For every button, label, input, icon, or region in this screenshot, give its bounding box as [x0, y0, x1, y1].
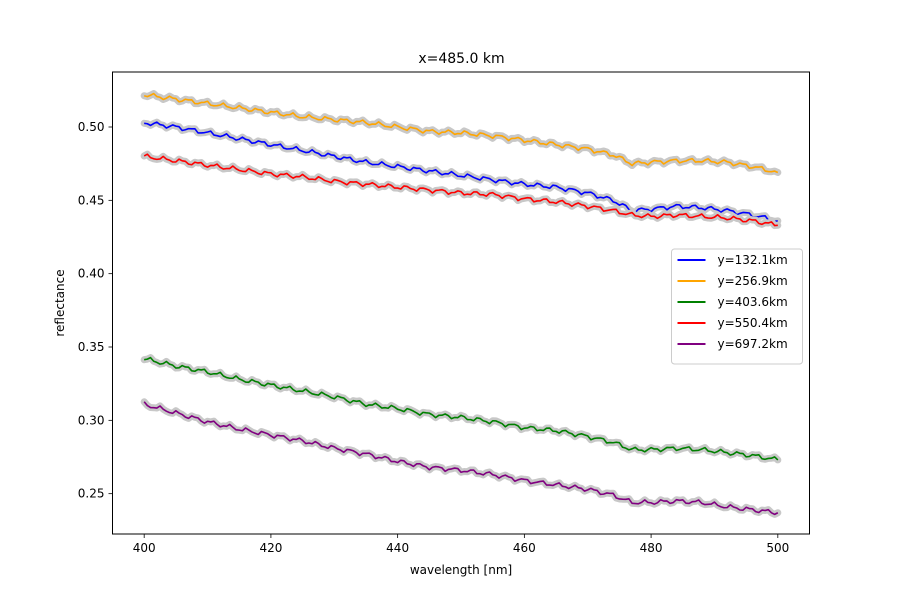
legend-label: y=256.9km: [718, 274, 788, 288]
legend-label: y=697.2km: [718, 337, 788, 351]
legend-label: y=403.6km: [718, 295, 788, 309]
y-tick-label: 0.35: [78, 340, 105, 354]
chart-title: x=485.0 km: [418, 51, 504, 67]
y-tick-label: 0.45: [78, 193, 105, 207]
series-line-2: [143, 92, 779, 174]
axes-frame: [112, 71, 810, 535]
series-line-4: [143, 153, 778, 227]
y-tick-label: 0.40: [78, 267, 105, 281]
legend: y=132.1km y=256.9km y=403.6km y=550.4km y=69…: [671, 248, 803, 365]
x-axis: 400 420 440 460 480 500: [133, 534, 789, 555]
legend-label: y=550.4km: [718, 316, 788, 330]
x-tick-label: 480: [640, 541, 663, 555]
y-tick-label: 0.50: [78, 120, 105, 134]
series-line-5: [143, 401, 779, 516]
x-tick-label: 420: [259, 541, 282, 555]
legend-box: [671, 248, 803, 365]
plot-area: [140, 90, 782, 518]
x-tick-label: 400: [133, 541, 156, 555]
legend-label: y=132.1km: [718, 253, 788, 267]
x-tick-label: 440: [386, 541, 409, 555]
y-tick-label: 0.25: [78, 487, 105, 501]
y-tick-label: 0.30: [78, 413, 105, 427]
series-line-3: [144, 356, 779, 461]
series-line-1: [144, 121, 778, 223]
y-axis: 0.25 0.30 0.35 0.40 0.45 0.50: [78, 120, 113, 501]
x-axis-label: wavelength [nm]: [410, 563, 512, 577]
x-tick-label: 460: [513, 541, 536, 555]
y-axis-label: reflectance: [53, 269, 67, 336]
x-tick-label: 500: [766, 541, 789, 555]
